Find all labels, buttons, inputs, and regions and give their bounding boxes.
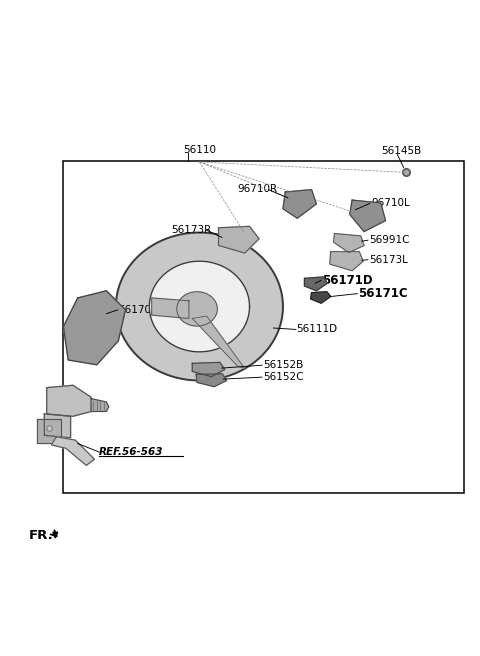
Text: 56111D: 56111D — [296, 325, 337, 335]
Polygon shape — [51, 437, 95, 466]
Polygon shape — [53, 532, 58, 538]
Polygon shape — [192, 362, 225, 377]
Polygon shape — [283, 190, 316, 218]
Polygon shape — [350, 200, 385, 232]
Text: 56173L: 56173L — [369, 255, 408, 265]
Text: FR.: FR. — [29, 529, 54, 542]
Polygon shape — [149, 261, 250, 352]
Polygon shape — [116, 233, 283, 380]
Polygon shape — [218, 226, 259, 253]
Polygon shape — [152, 298, 189, 318]
Polygon shape — [334, 234, 364, 253]
Polygon shape — [44, 414, 71, 438]
Text: 56152B: 56152B — [263, 360, 303, 370]
Text: 56110: 56110 — [183, 146, 216, 155]
Text: 56991C: 56991C — [369, 235, 409, 245]
Text: 56171D: 56171D — [322, 274, 372, 287]
Polygon shape — [304, 277, 327, 291]
Text: 56152C: 56152C — [263, 372, 303, 382]
Text: REF.56-563: REF.56-563 — [99, 447, 164, 457]
Ellipse shape — [177, 292, 217, 326]
Polygon shape — [91, 399, 109, 411]
Polygon shape — [330, 252, 363, 271]
Polygon shape — [63, 291, 125, 365]
Polygon shape — [47, 385, 91, 417]
Polygon shape — [192, 316, 245, 369]
Text: 96710R: 96710R — [238, 184, 278, 194]
Text: 96710L: 96710L — [371, 198, 410, 208]
Bar — [63, 161, 464, 493]
Text: 56170B: 56170B — [118, 305, 158, 315]
Text: 56173R: 56173R — [171, 225, 211, 235]
Text: 56171C: 56171C — [359, 287, 408, 300]
Text: 56145B: 56145B — [381, 146, 421, 156]
Polygon shape — [311, 292, 331, 303]
Polygon shape — [37, 419, 61, 443]
Polygon shape — [196, 374, 227, 386]
